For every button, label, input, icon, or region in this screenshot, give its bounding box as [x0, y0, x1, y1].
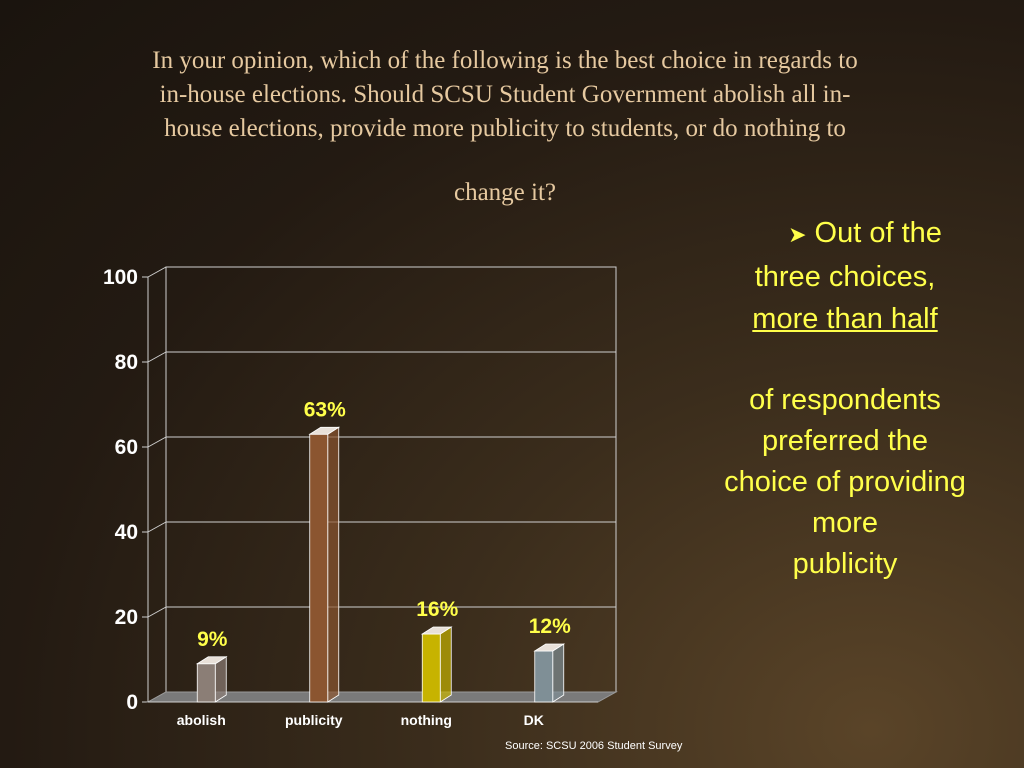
bar-side	[439, 626, 452, 703]
bar-side	[327, 426, 340, 703]
arrow-bullet-icon: ➤	[788, 222, 807, 247]
data-label: 12%	[529, 615, 571, 638]
bar-side	[552, 643, 565, 703]
bar-top	[420, 626, 453, 635]
x-tick-label: abolish	[177, 712, 226, 728]
title-line: house elections, provide more publicity …	[164, 115, 846, 142]
y-tick-label: 60	[115, 436, 138, 459]
bar-publicity	[309, 433, 329, 703]
bar-top	[195, 656, 228, 665]
y-tick-label: 100	[103, 266, 138, 289]
gridline-side	[147, 606, 167, 618]
data-label: 9%	[197, 628, 228, 651]
bar-top	[533, 643, 566, 652]
bullet-line-5: preferred the	[761, 425, 929, 457]
gridline-side	[147, 521, 167, 533]
slide-title: In your opinion, which of the following …	[40, 44, 970, 210]
bullet-line-2: three choices,	[754, 261, 936, 293]
title-line: in-house elections. Should SCSU Student …	[159, 81, 851, 108]
gridline-side	[147, 351, 167, 363]
bullet-line-6: choice of providing	[724, 466, 966, 498]
title-line: change it?	[453, 179, 557, 206]
bar-DK	[534, 650, 554, 703]
data-label: 16%	[416, 598, 458, 621]
bullet-point: ➤ Out of the three choices, more than hal…	[680, 212, 1010, 585]
x-tick-label: publicity	[285, 712, 343, 728]
source-note: Source: SCSU 2006 Student Survey	[505, 740, 683, 752]
bullet-line-3: more than half	[752, 303, 938, 335]
bar-abolish	[196, 663, 216, 703]
bar-nothing	[421, 633, 441, 703]
gridline-side	[147, 266, 167, 278]
y-tick-label: 0	[126, 691, 138, 714]
y-tick-label: 80	[115, 351, 138, 374]
bullet-line-4: of respondents	[749, 384, 941, 416]
bullet-line-1: ➤ Out of the	[788, 217, 942, 249]
y-tick-label: 40	[115, 521, 138, 544]
bullet-line-7: more	[811, 507, 879, 539]
data-label: 63%	[304, 398, 346, 421]
bullet-gap	[680, 340, 1010, 380]
bar-top	[308, 426, 341, 435]
x-tick-label: nothing	[401, 712, 452, 728]
title-line: In your opinion, which of the following …	[152, 47, 858, 74]
x-tick-label: DK	[524, 712, 544, 728]
y-tick-label: 20	[115, 606, 138, 629]
gridline-side	[147, 436, 167, 448]
bullet-line-8: publicity	[792, 548, 898, 580]
bar-side	[214, 656, 227, 703]
